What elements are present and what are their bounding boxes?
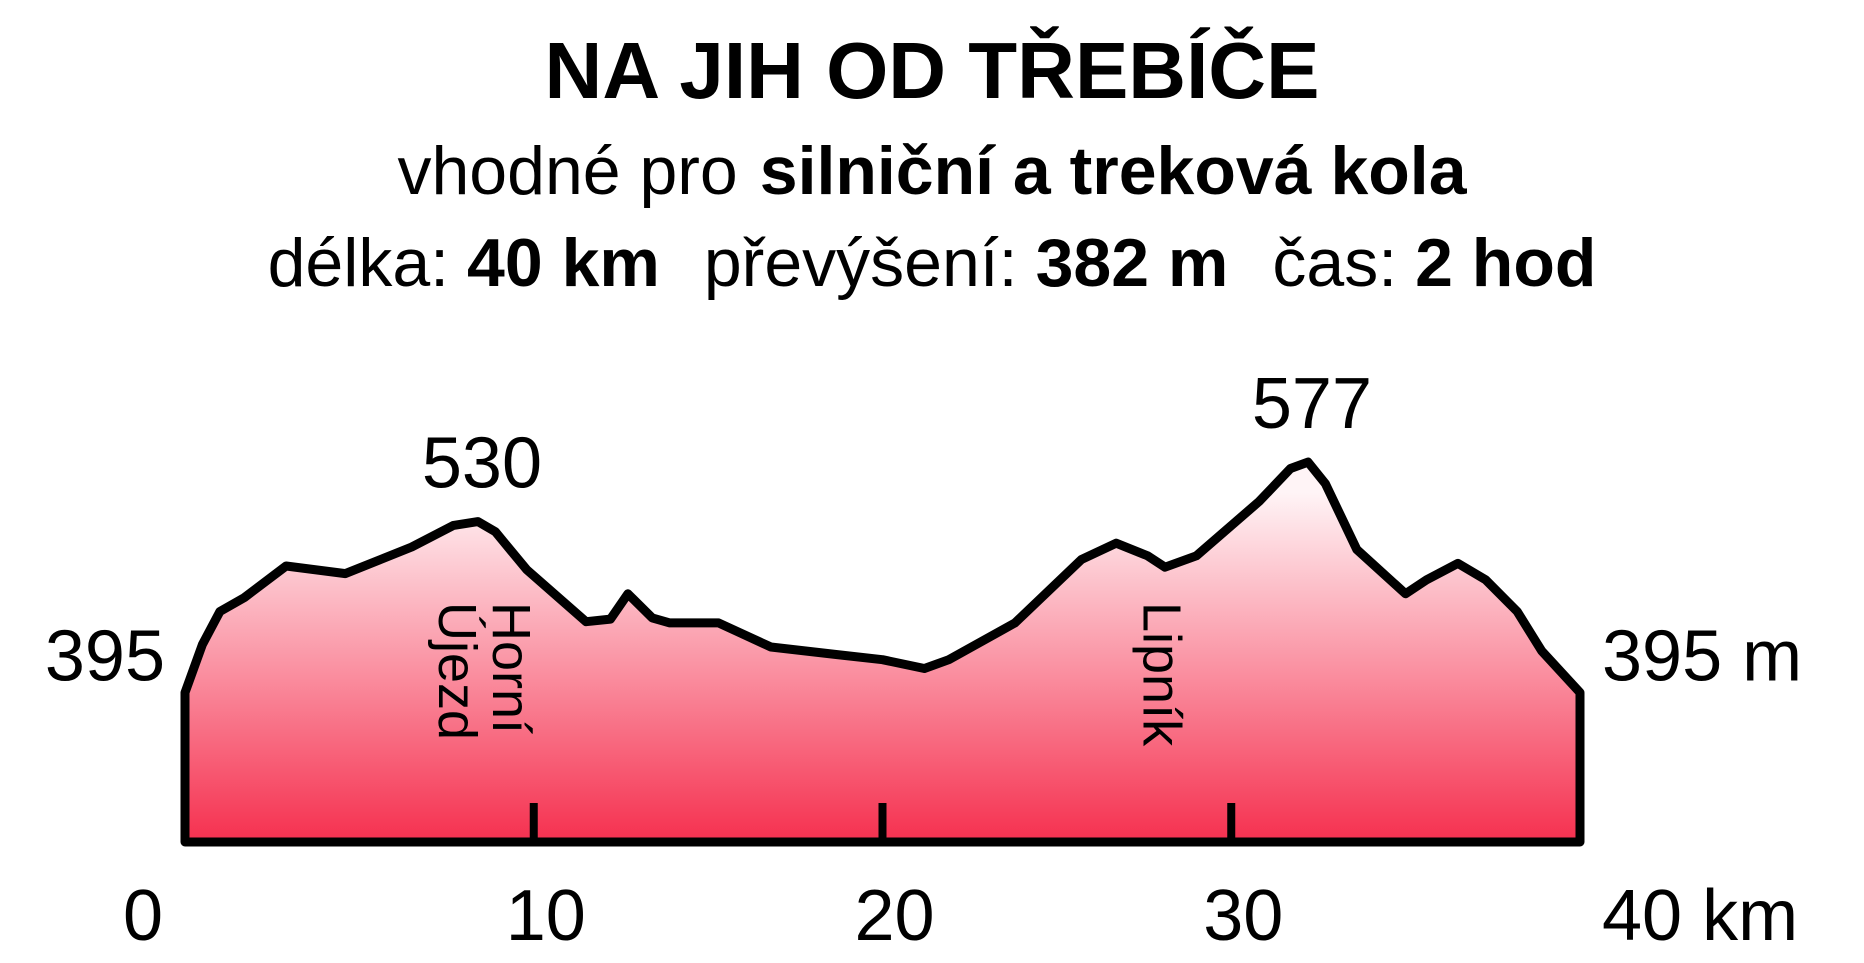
x-tick-label: 0 <box>123 876 163 956</box>
place-name-line: Újezd <box>427 602 487 740</box>
stat-value: 2 hod <box>1415 225 1596 301</box>
place-name-line: Horní <box>481 602 541 734</box>
x-tick-label: 10 <box>506 876 586 956</box>
chart-title: NA JIH OD TŘEBÍČE <box>545 26 1320 115</box>
subtitle-bold: silniční a treková kola <box>760 133 1468 209</box>
stats: délka: 40 km převýšení: 382 m čas: 2 hod <box>268 225 1597 301</box>
place-name-line: Lipník <box>1132 602 1192 747</box>
subtitle: vhodné pro silniční a treková kola <box>397 133 1467 209</box>
area-fill <box>185 462 1580 842</box>
elevation-label: 577 <box>1252 364 1372 444</box>
x-tick-label: 30 <box>1203 876 1283 956</box>
elevation-label: 395 m <box>1602 617 1802 697</box>
stat-label: délka: <box>268 225 449 301</box>
stat-value: 382 m <box>1036 225 1229 301</box>
x-tick-label: 20 <box>854 876 934 956</box>
place-name: Lipník <box>1132 602 1192 747</box>
profile-line <box>180 457 1585 698</box>
place-name: HorníÚjezd <box>427 602 541 740</box>
stat-label: převýšení: <box>704 225 1018 301</box>
stat-value: 40 km <box>467 225 660 301</box>
subtitle-text: vhodné pro <box>397 133 737 209</box>
elevation-label: 530 <box>422 424 542 504</box>
elevation-label: 395 <box>45 617 165 697</box>
x-tick-label: 40 km <box>1602 876 1798 956</box>
stat-label: čas: <box>1272 225 1397 301</box>
